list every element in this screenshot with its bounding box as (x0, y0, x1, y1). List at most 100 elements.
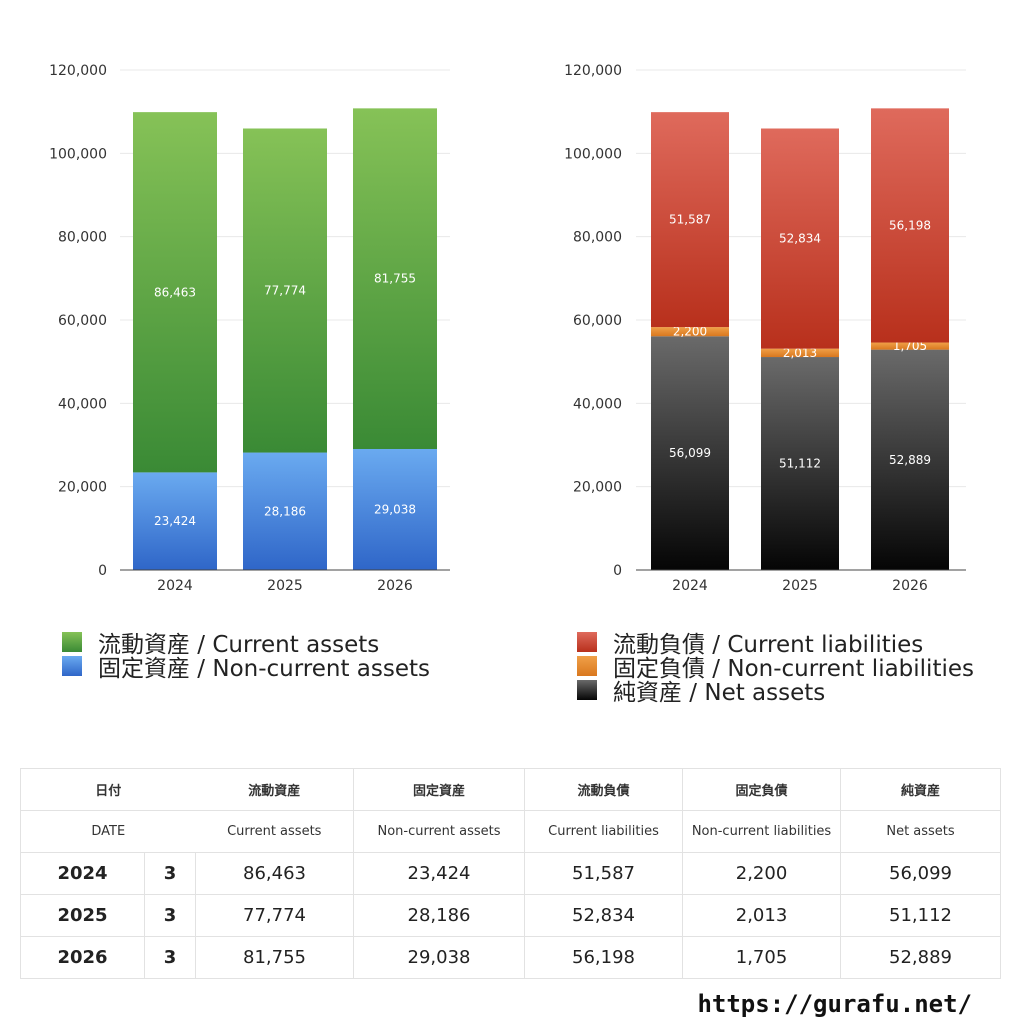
bar-current-assets-2025 (243, 128, 327, 453)
y-tick-label: 40,000 (573, 396, 622, 412)
header-non-current-liabilities-jp: 固定負債 (682, 768, 842, 811)
data-label-non-current-liabilities-2025: 2,013 (783, 346, 817, 360)
y-tick-label: 100,000 (49, 146, 107, 162)
row-month: 3 (143, 852, 197, 895)
bar-current-liabilities-2025 (761, 128, 839, 349)
cell-non-current-assets: 29,038 (353, 936, 526, 979)
bar-non-current-assets-2024 (133, 472, 217, 570)
table-row: 2026 3 81,755 29,038 56,198 1,705 52,889 (20, 936, 1002, 979)
legend-item-net-assets: 純資産 / Net assets (577, 678, 974, 706)
x-tick-label: 2025 (267, 578, 303, 594)
y-tick-label: 20,000 (58, 480, 107, 496)
bar-current-liabilities-2024 (651, 112, 729, 328)
bar-current-assets-2026 (353, 108, 437, 450)
header-current-liabilities-en: Current liabilities (524, 810, 684, 853)
table-header-en: DATE Current assets Non-current assets C… (19, 810, 1002, 853)
table-row: 2025 3 77,774 28,186 52,834 2,013 51,112 (20, 894, 1002, 937)
cell-current-assets: 86,463 (195, 852, 355, 895)
header-date-en: DATE (19, 810, 196, 853)
y-tick-label: 0 (613, 563, 622, 579)
header-net-assets-jp: 純資産 (840, 768, 1002, 811)
cell-net-assets: 52,889 (840, 936, 1002, 979)
y-tick-label: 60,000 (58, 313, 107, 329)
data-label-current-assets-2026: 81,755 (374, 272, 416, 286)
y-tick-label: 60,000 (573, 313, 622, 329)
header-current-assets-en: Current assets (195, 810, 355, 853)
bar-net-assets-2025 (761, 357, 839, 570)
site-url: https://gurafu.net/ (697, 990, 972, 1018)
legend-label-current-liabilities: 流動負債 / Current liabilities (613, 632, 924, 658)
header-non-current-liabilities-en: Non-current liabilities (682, 810, 842, 853)
row-year: 2024 (20, 852, 145, 895)
charts-area: 0 20,000 40,000 60,000 80,000 100,000 120,000 2… (49, 63, 966, 594)
header-date-jp: 日付 (19, 768, 196, 811)
legend-swatch-net-assets (577, 680, 597, 700)
legend-swatch-current-assets (62, 632, 82, 652)
legend-item-current-assets: 流動資産 / Current assets (62, 630, 430, 658)
legend-item-non-current-assets: 固定資産 / Non-current assets (62, 654, 430, 682)
data-label-current-liabilities-2024: 51,587 (669, 213, 711, 227)
bar-net-assets-2024 (651, 336, 729, 570)
table-header-jp: 日付 流動資産 固定資産 流動負債 固定負債 純資産 (19, 768, 1002, 811)
x-tick-label: 2024 (157, 578, 193, 594)
y-tick-label: 120,000 (564, 63, 622, 79)
legend-label-non-current-liabilities: 固定負債 / Non-current liabilities (613, 656, 974, 682)
assets-chart: 0 20,000 40,000 60,000 80,000 100,000 120,000 2… (49, 63, 450, 594)
legend-swatch-current-liabilities (577, 632, 597, 652)
cell-non-current-liabilities: 2,200 (682, 852, 842, 895)
data-label-net-assets-2026: 52,889 (889, 453, 931, 467)
data-label-current-liabilities-2026: 56,198 (889, 218, 931, 232)
data-label-non-current-liabilities-2026: 1,705 (893, 339, 927, 353)
legend-label-net-assets: 純資産 / Net assets (613, 680, 826, 706)
cell-net-assets: 56,099 (840, 852, 1002, 895)
bar-non-current-liabilities-2026 (871, 342, 949, 350)
data-label-non-current-assets-2026: 29,038 (374, 503, 416, 517)
legend-swatch-non-current-assets (62, 656, 82, 676)
liabilities-legend: 流動負債 / Current liabilities 固定負債 / Non-cu… (577, 630, 974, 706)
legend-item-non-current-liabilities: 固定負債 / Non-current liabilities (577, 654, 974, 682)
cell-non-current-liabilities: 2,013 (682, 894, 842, 937)
data-label-non-current-assets-2025: 28,186 (264, 504, 306, 518)
y-tick-label: 20,000 (573, 480, 622, 496)
row-month: 3 (143, 894, 197, 937)
bar-non-current-assets-2025 (243, 452, 327, 570)
legend-item-current-liabilities: 流動負債 / Current liabilities (577, 630, 974, 658)
assets-legend: 流動資産 / Current assets 固定資産 / Non-current… (62, 630, 430, 682)
header-current-assets-jp: 流動資産 (195, 768, 355, 811)
data-label-current-assets-2025: 77,774 (264, 284, 306, 298)
cell-current-assets: 77,774 (195, 894, 355, 937)
y-tick-label: 40,000 (58, 396, 107, 412)
y-tick-label: 0 (98, 563, 107, 579)
cell-current-liabilities: 51,587 (524, 852, 684, 895)
bar-net-assets-2026 (871, 349, 949, 570)
row-year: 2025 (20, 894, 145, 937)
y-tick-label: 120,000 (49, 63, 107, 79)
cell-current-liabilities: 52,834 (524, 894, 684, 937)
bar-non-current-liabilities-2025 (761, 348, 839, 358)
liabilities-chart: 0 20,000 40,000 60,000 80,000 100,000 120,000 5… (564, 63, 966, 594)
row-year: 2026 (20, 936, 145, 979)
row-month: 3 (143, 936, 197, 979)
cell-non-current-liabilities: 1,705 (682, 936, 842, 979)
data-label-non-current-liabilities-2024: 2,200 (673, 325, 707, 339)
x-tick-label: 2024 (672, 578, 708, 594)
legend-swatch-non-current-liabilities (577, 656, 597, 676)
data-label-net-assets-2024: 56,099 (669, 446, 711, 460)
table-row: 2024 3 86,463 23,424 51,587 2,200 56,099 (20, 852, 1002, 895)
bar-current-assets-2024 (133, 112, 217, 473)
bar-non-current-assets-2026 (353, 449, 437, 570)
data-label-non-current-assets-2024: 23,424 (154, 514, 196, 528)
x-tick-label: 2026 (892, 578, 928, 594)
bar-non-current-liabilities-2024 (651, 327, 729, 337)
bar-current-liabilities-2026 (871, 108, 949, 343)
y-tick-label: 80,000 (573, 230, 622, 246)
cell-non-current-assets: 23,424 (353, 852, 526, 895)
y-tick-label: 80,000 (58, 230, 107, 246)
data-label-current-liabilities-2025: 52,834 (779, 232, 821, 246)
x-tick-label: 2025 (782, 578, 818, 594)
cell-net-assets: 51,112 (840, 894, 1002, 937)
cell-current-liabilities: 56,198 (524, 936, 684, 979)
data-label-net-assets-2025: 51,112 (779, 457, 821, 471)
cell-non-current-assets: 28,186 (353, 894, 526, 937)
header-current-liabilities-jp: 流動負債 (524, 768, 684, 811)
